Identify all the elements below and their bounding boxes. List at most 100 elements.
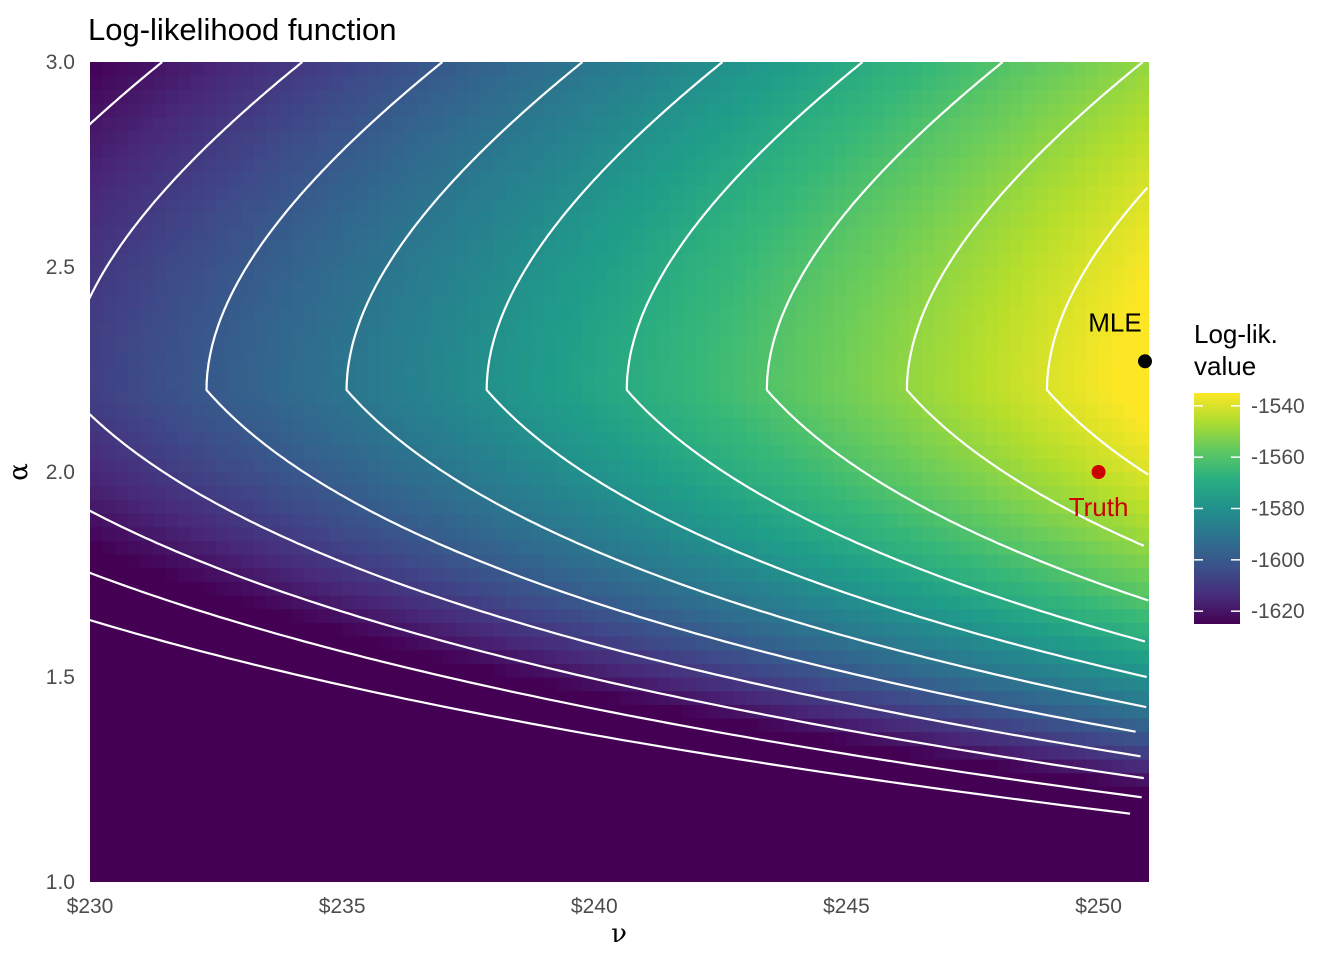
- heatmap-cell: [543, 499, 558, 514]
- heatmap-cell: [909, 581, 923, 596]
- heatmap-cell: [140, 663, 154, 678]
- heatmap-cell: [354, 485, 368, 500]
- heatmap-cell: [1022, 786, 1037, 801]
- heatmap-cell: [758, 567, 772, 582]
- heatmap-cell: [1048, 103, 1062, 118]
- heatmap-cell: [392, 526, 406, 541]
- heatmap-cell: [178, 540, 192, 555]
- heatmap-cell: [316, 130, 331, 145]
- heatmap-cell: [682, 690, 696, 705]
- heatmap-cell: [569, 144, 583, 159]
- heatmap-cell: [644, 130, 658, 145]
- heatmap-cell: [909, 595, 923, 610]
- heatmap-cell: [329, 800, 343, 815]
- heatmap-cell: [1098, 185, 1112, 200]
- heatmap-cell: [632, 171, 646, 186]
- heatmap-cell: [934, 198, 948, 213]
- heatmap-cell: [581, 390, 595, 405]
- heatmap-cell: [859, 499, 873, 514]
- heatmap-cell: [896, 308, 911, 323]
- heatmap-cell: [922, 226, 936, 241]
- heatmap-cell: [531, 745, 545, 760]
- heatmap-cell: [543, 731, 558, 746]
- heatmap-cell: [594, 144, 608, 159]
- heatmap-cell: [796, 540, 810, 555]
- heatmap-cell: [1035, 62, 1049, 77]
- heatmap-cell: [342, 431, 356, 446]
- heatmap-cell: [367, 267, 381, 282]
- heatmap-cell: [1035, 827, 1049, 842]
- heatmap-cell: [468, 349, 482, 364]
- heatmap-cell: [1098, 417, 1112, 432]
- heatmap-cell: [1123, 786, 1137, 801]
- heatmap-cell: [947, 772, 961, 787]
- heatmap-cell: [959, 554, 974, 569]
- heatmap-cell: [1098, 554, 1112, 569]
- heatmap-cell: [90, 89, 104, 104]
- heatmap-cell: [1111, 376, 1125, 391]
- heatmap-cell: [342, 718, 356, 733]
- heatmap-cell: [846, 75, 860, 90]
- heatmap-cell: [569, 349, 583, 364]
- heatmap-cell: [304, 663, 318, 678]
- heatmap-cell: [216, 417, 230, 432]
- heatmap-cell: [543, 554, 558, 569]
- heatmap-cell: [657, 718, 671, 733]
- heatmap-cell: [291, 390, 305, 405]
- heatmap-cell: [997, 690, 1011, 705]
- heatmap-cell: [140, 280, 154, 295]
- heatmap-cell: [241, 321, 255, 336]
- heatmap-cell: [1085, 841, 1100, 856]
- heatmap-cell: [896, 841, 911, 856]
- heatmap-cell: [922, 526, 936, 541]
- heatmap-cell: [304, 854, 318, 869]
- heatmap-cell: [783, 239, 797, 254]
- heatmap-cell: [115, 308, 129, 323]
- heatmap-cell: [228, 786, 242, 801]
- heatmap-cell: [190, 116, 205, 131]
- heatmap-cell: [1060, 321, 1074, 336]
- heatmap-cell: [606, 226, 621, 241]
- heatmap-cell: [90, 130, 104, 145]
- heatmap-cell: [543, 130, 558, 145]
- heatmap-cell: [1060, 417, 1074, 432]
- heatmap-cell: [1111, 226, 1125, 241]
- heatmap-cell: [443, 854, 457, 869]
- heatmap-cell: [531, 157, 545, 172]
- heatmap-cell: [480, 294, 495, 309]
- heatmap-cell: [228, 321, 242, 336]
- heatmap-cell: [379, 499, 394, 514]
- heatmap-cell: [329, 198, 343, 213]
- heatmap-cell: [758, 526, 772, 541]
- heatmap-cell: [90, 321, 104, 336]
- heatmap-cell: [922, 485, 936, 500]
- heatmap-cell: [947, 335, 961, 350]
- heatmap-cell: [972, 540, 986, 555]
- heatmap-cell: [796, 280, 810, 295]
- heatmap-cell: [241, 786, 255, 801]
- heatmap-cell: [581, 239, 595, 254]
- heatmap-cell: [102, 89, 116, 104]
- heatmap-cell: [354, 294, 368, 309]
- heatmap-cell: [241, 376, 255, 391]
- heatmap-cell: [291, 499, 305, 514]
- heatmap-cell: [379, 554, 394, 569]
- heatmap-cell: [392, 854, 406, 869]
- heatmap-cell: [1048, 431, 1062, 446]
- heatmap-cell: [669, 636, 684, 651]
- heatmap-cell: [871, 130, 885, 145]
- heatmap-cell: [518, 62, 532, 77]
- heatmap-cell: [758, 267, 772, 282]
- heatmap-cell: [140, 267, 154, 282]
- heatmap-cell: [417, 130, 431, 145]
- heatmap-cell: [909, 786, 923, 801]
- heatmap-cell: [543, 772, 558, 787]
- heatmap-cell: [455, 198, 469, 213]
- heatmap-cell: [934, 472, 948, 487]
- heatmap-cell: [1048, 540, 1062, 555]
- heatmap-cell: [644, 827, 658, 842]
- heatmap-cell: [947, 813, 961, 828]
- heatmap-cell: [115, 103, 129, 118]
- heatmap-cell: [241, 403, 255, 418]
- heatmap-cell: [518, 116, 532, 131]
